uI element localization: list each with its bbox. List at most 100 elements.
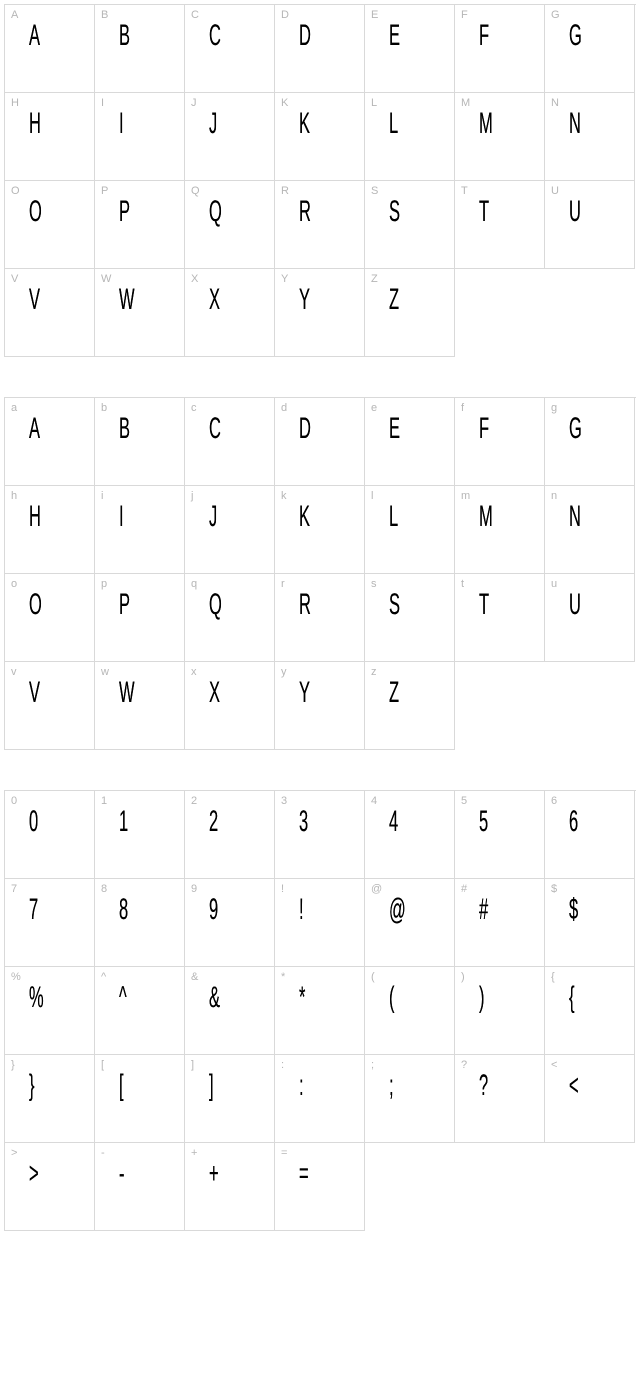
glyph-label: G (551, 9, 560, 21)
glyph-label: r (281, 578, 285, 590)
glyph-display: U (569, 195, 580, 229)
glyph-display: I (119, 107, 122, 141)
glyph-label: 1 (101, 795, 107, 807)
glyph-label: d (281, 402, 287, 414)
glyph-label: U (551, 185, 559, 197)
glyph-cell: zZ (365, 662, 455, 750)
glyph-display: $ (569, 893, 577, 927)
empty-cell (545, 269, 635, 357)
glyph-label: [ (101, 1059, 104, 1071)
glyph-label: ( (371, 971, 375, 983)
glyph-cell: pP (95, 574, 185, 662)
empty-cell (455, 1143, 545, 1231)
glyph-display: C (209, 412, 220, 446)
glyph-display: < (569, 1069, 578, 1103)
glyph-display: Z (389, 676, 398, 710)
empty-cell (455, 269, 545, 357)
glyph-label: n (551, 490, 557, 502)
glyph-label: D (281, 9, 289, 21)
glyph-cell: BB (95, 5, 185, 93)
glyph-cell: jJ (185, 486, 275, 574)
glyph-display: S (389, 588, 399, 622)
glyph-cell: xX (185, 662, 275, 750)
glyph-display: A (29, 412, 39, 446)
glyph-cell: tT (455, 574, 545, 662)
glyph-display: X (209, 283, 219, 317)
glyph-label: } (11, 1059, 15, 1071)
glyph-label: W (101, 273, 111, 285)
glyph-cell: mM (455, 486, 545, 574)
glyph-cell: && (185, 967, 275, 1055)
glyph-cell: $$ (545, 879, 635, 967)
glyph-cell: UU (545, 181, 635, 269)
glyph-cell: bB (95, 398, 185, 486)
glyph-label: g (551, 402, 557, 414)
glyph-display: H (29, 500, 40, 534)
glyph-label: a (11, 402, 17, 414)
glyph-cell: eE (365, 398, 455, 486)
glyph-display: H (29, 107, 40, 141)
glyph-cell: oO (5, 574, 95, 662)
glyph-cell: MM (455, 93, 545, 181)
glyph-display: A (29, 19, 39, 53)
glyph-display: K (299, 500, 309, 534)
glyph-display: W (119, 283, 133, 317)
glyph-cell: @@ (365, 879, 455, 967)
glyph-label: Q (191, 185, 200, 197)
glyph-cell: 11 (95, 791, 185, 879)
glyph-display: : (299, 1069, 302, 1103)
glyph-display: B (119, 412, 129, 446)
empty-cell (365, 1143, 455, 1231)
glyph-cell: dD (275, 398, 365, 486)
glyph-display: 3 (299, 805, 307, 839)
glyph-display: * (299, 981, 304, 1015)
glyph-display: V (29, 283, 39, 317)
glyph-section-lowercase: aAbBcCdDeEfFgGhHiIjJkKlLmMnNoOpPqQrRsStT… (4, 397, 636, 750)
glyph-display: N (569, 500, 580, 534)
glyph-label: # (461, 883, 467, 895)
glyph-cell: DD (275, 5, 365, 93)
glyph-cell: wW (95, 662, 185, 750)
glyph-label: k (281, 490, 287, 502)
glyph-section-uppercase: AABBCCDDEEFFGGHHIIJJKKLLMMNNOOPPQQRRSSTT… (4, 4, 636, 357)
glyph-label: w (101, 666, 109, 678)
glyph-label: ! (281, 883, 284, 895)
glyph-cell: 22 (185, 791, 275, 879)
glyph-label: s (371, 578, 377, 590)
glyph-label: 0 (11, 795, 17, 807)
glyph-cell: yY (275, 662, 365, 750)
glyph-cell: rR (275, 574, 365, 662)
glyph-display: E (389, 19, 399, 53)
glyph-display: @ (389, 893, 405, 927)
glyph-cell: YY (275, 269, 365, 357)
glyph-display: M (479, 107, 492, 141)
glyph-cell: nN (545, 486, 635, 574)
glyph-label: 2 (191, 795, 197, 807)
glyph-cell: gG (545, 398, 635, 486)
glyph-display: N (569, 107, 580, 141)
glyph-label: ? (461, 1059, 467, 1071)
glyph-label: F (461, 9, 468, 21)
glyph-cell: FF (455, 5, 545, 93)
glyph-display: J (209, 107, 216, 141)
glyph-display: V (29, 676, 39, 710)
glyph-cell: [[ (95, 1055, 185, 1143)
glyph-label: x (191, 666, 197, 678)
glyph-cell: ## (455, 879, 545, 967)
glyph-display: 4 (389, 805, 397, 839)
glyph-label: ] (191, 1059, 194, 1071)
glyph-cell: == (275, 1143, 365, 1231)
glyph-label: j (191, 490, 193, 502)
glyph-display: L (389, 107, 397, 141)
glyph-cell: ;; (365, 1055, 455, 1143)
glyph-label: R (281, 185, 289, 197)
glyph-cell: %% (5, 967, 95, 1055)
glyph-display: O (29, 588, 41, 622)
glyph-display: Y (299, 676, 309, 710)
glyph-display: K (299, 107, 309, 141)
glyph-display: O (29, 195, 41, 229)
glyph-cell: 66 (545, 791, 635, 879)
glyph-label: & (191, 971, 198, 983)
glyph-display: + (209, 1157, 218, 1191)
glyph-label: M (461, 97, 470, 109)
